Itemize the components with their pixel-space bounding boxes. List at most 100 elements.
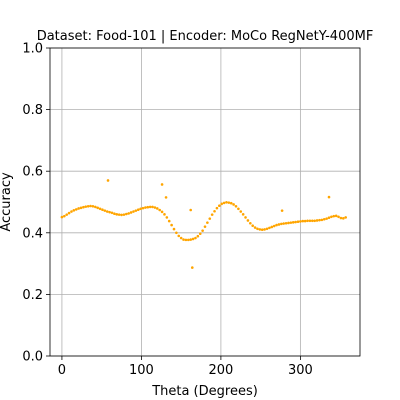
data-point xyxy=(153,206,157,209)
data-point xyxy=(258,228,262,231)
data-point xyxy=(129,211,133,214)
data-point xyxy=(60,215,64,219)
data-point xyxy=(189,208,192,212)
data-point xyxy=(113,212,116,216)
y-tick-label: 0.4 xyxy=(22,226,43,241)
data-point xyxy=(222,201,226,205)
data-point xyxy=(339,216,343,220)
data-point xyxy=(146,205,150,209)
data-point xyxy=(74,208,78,211)
y-tick-label: 0.0 xyxy=(22,350,43,365)
data-point xyxy=(241,213,245,216)
data-point xyxy=(108,210,111,214)
data-point xyxy=(334,214,338,218)
data-point xyxy=(72,209,76,212)
data-point xyxy=(89,204,92,208)
data-point xyxy=(318,218,321,222)
data-point xyxy=(332,214,336,218)
x-tick-label: 200 xyxy=(208,363,233,378)
data-point xyxy=(208,217,212,220)
data-point xyxy=(134,209,138,212)
data-point xyxy=(127,212,130,215)
data-point xyxy=(160,183,164,186)
data-point xyxy=(187,238,190,242)
data-point xyxy=(184,238,188,242)
data-point xyxy=(158,208,161,212)
plot-frame xyxy=(49,47,361,357)
data-point xyxy=(280,222,283,226)
data-points xyxy=(60,179,347,269)
data-point xyxy=(179,236,183,240)
data-point xyxy=(344,216,347,219)
y-axis-ticks: 0.0 0.2 0.4 0.6 0.8 1.0 xyxy=(22,42,50,365)
data-point xyxy=(308,219,312,223)
y-tick-label: 1.0 xyxy=(22,42,43,57)
data-point xyxy=(291,221,295,224)
data-point xyxy=(253,226,257,229)
data-point xyxy=(144,206,147,209)
data-point xyxy=(120,213,123,217)
data-point xyxy=(101,208,104,211)
data-point xyxy=(82,205,85,209)
data-point xyxy=(190,266,194,269)
data-point xyxy=(327,216,331,220)
data-point xyxy=(151,205,154,209)
data-point xyxy=(227,201,231,204)
data-point xyxy=(342,217,345,220)
data-point xyxy=(213,209,216,213)
data-point xyxy=(67,211,71,215)
data-point xyxy=(63,214,66,218)
x-tick-label: 100 xyxy=(129,363,154,378)
y-tick-label: 0.2 xyxy=(22,288,43,303)
data-point xyxy=(94,205,97,209)
data-point xyxy=(172,227,176,231)
data-point xyxy=(206,221,209,224)
data-point xyxy=(282,222,285,225)
data-point xyxy=(110,211,114,215)
data-point xyxy=(229,201,233,205)
data-point xyxy=(270,225,274,229)
data-point xyxy=(296,220,300,224)
data-point xyxy=(175,231,178,235)
data-point xyxy=(65,213,68,216)
data-point xyxy=(84,205,88,208)
data-point xyxy=(156,207,159,210)
data-point xyxy=(77,207,80,210)
data-point xyxy=(275,223,278,227)
data-point xyxy=(287,221,290,225)
data-point xyxy=(244,216,247,219)
data-point xyxy=(215,206,219,210)
data-point xyxy=(234,205,238,208)
data-point xyxy=(106,179,110,182)
data-point xyxy=(160,210,164,214)
data-point xyxy=(201,229,204,232)
data-point xyxy=(148,205,152,209)
y-tick-label: 0.6 xyxy=(22,165,43,180)
chart-title: Dataset: Food-101 | Encoder: MoCo RegNet… xyxy=(37,29,374,44)
data-point xyxy=(306,219,309,223)
data-point xyxy=(256,227,259,231)
data-point xyxy=(313,219,316,223)
data-point xyxy=(196,234,200,238)
data-point xyxy=(117,213,121,216)
data-point xyxy=(232,203,235,206)
data-point xyxy=(263,228,266,231)
data-point xyxy=(327,195,331,199)
data-point xyxy=(189,238,192,241)
data-point xyxy=(218,204,221,207)
data-point xyxy=(268,226,271,230)
data-point xyxy=(191,237,195,241)
plot-area-background xyxy=(50,48,360,356)
data-point xyxy=(103,209,107,212)
data-point xyxy=(177,234,181,238)
data-point xyxy=(280,209,284,212)
data-point xyxy=(299,220,302,223)
data-point xyxy=(132,210,135,213)
data-point xyxy=(315,219,319,222)
x-tick-label: 0 xyxy=(58,363,66,378)
data-point xyxy=(194,236,197,240)
data-point xyxy=(301,219,305,223)
data-point xyxy=(246,219,250,222)
data-point xyxy=(210,213,214,216)
